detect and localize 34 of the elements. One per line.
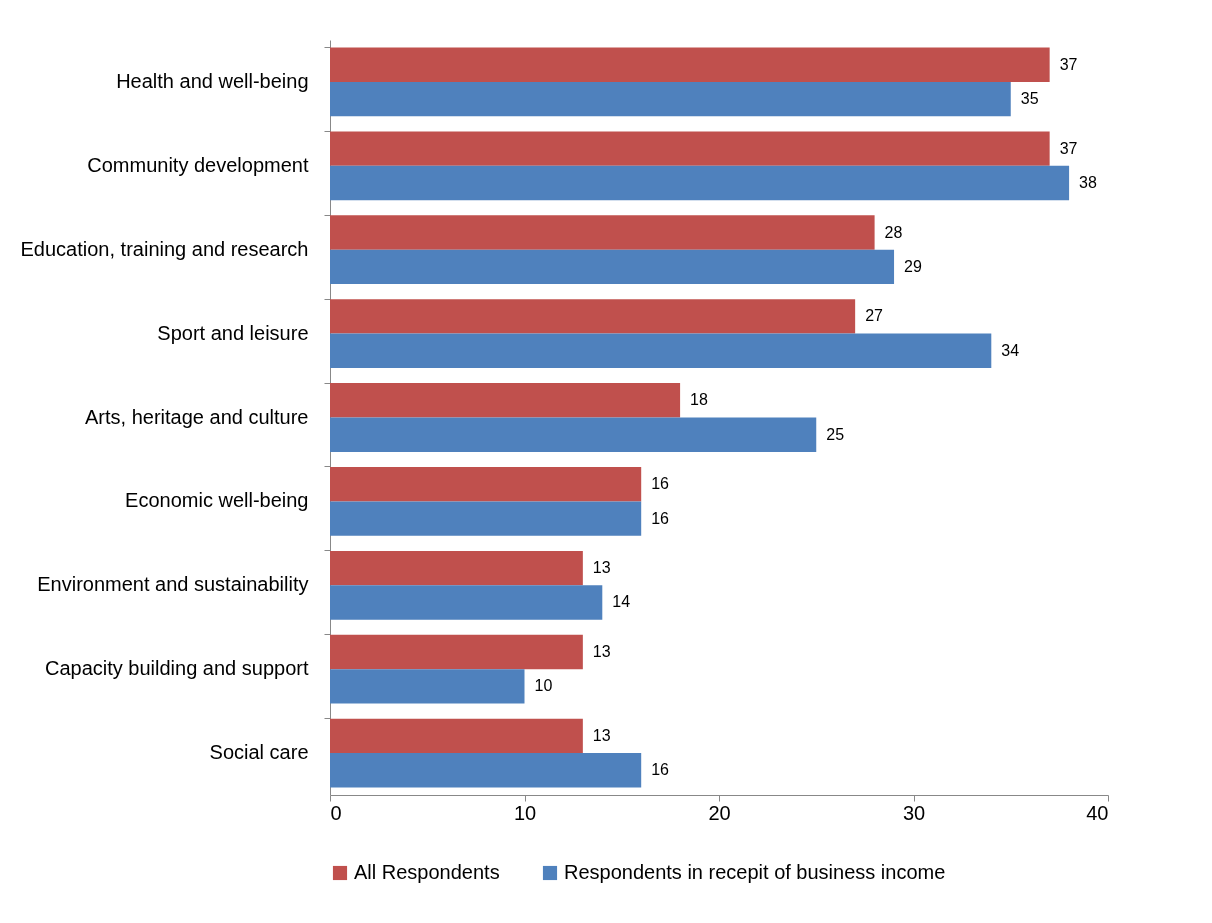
data-label: 14 [612, 593, 631, 611]
data-label: 37 [1059, 139, 1078, 157]
y-tick-label: Environment and sustainability [37, 573, 309, 596]
y-tick-label: Health and well-being [116, 69, 309, 92]
data-label: 13 [592, 726, 611, 744]
data-label: 35 [1020, 90, 1039, 108]
data-label: 34 [1001, 341, 1020, 359]
y-tick-label: Education, training and research [20, 237, 309, 260]
data-label: 16 [651, 761, 670, 779]
y-tick-label: Sport and leisure [157, 321, 309, 344]
data-label: 16 [651, 475, 670, 493]
data-label: 38 [1079, 174, 1097, 192]
data-label: 28 [884, 223, 903, 241]
data-label: 27 [865, 307, 884, 325]
data-label: 13 [592, 642, 611, 660]
x-tick-label: 0 [330, 801, 342, 824]
legend-label: Respondents in recepit of business income [564, 861, 946, 883]
data-label: 10 [534, 677, 553, 695]
data-label: 29 [904, 257, 922, 275]
data-label: 16 [651, 509, 670, 527]
y-tick-label: Economic well-being [125, 489, 309, 512]
y-tick-label: Capacity building and support [44, 657, 309, 680]
data-label: 25 [826, 425, 845, 443]
x-tick-label: 30 [902, 801, 926, 824]
y-tick-label: Arts, heritage and culture [85, 405, 309, 428]
y-tick-label: Social care [209, 741, 309, 764]
x-tick-label: 10 [513, 801, 537, 824]
data-label: 18 [690, 391, 708, 409]
data-label: 13 [592, 559, 611, 577]
data-label: 37 [1059, 55, 1078, 73]
legend-label: All Respondents [354, 861, 500, 883]
x-tick-label: 20 [708, 801, 731, 824]
y-tick-label: Community development [87, 153, 309, 176]
x-tick-label: 40 [1086, 801, 1109, 824]
